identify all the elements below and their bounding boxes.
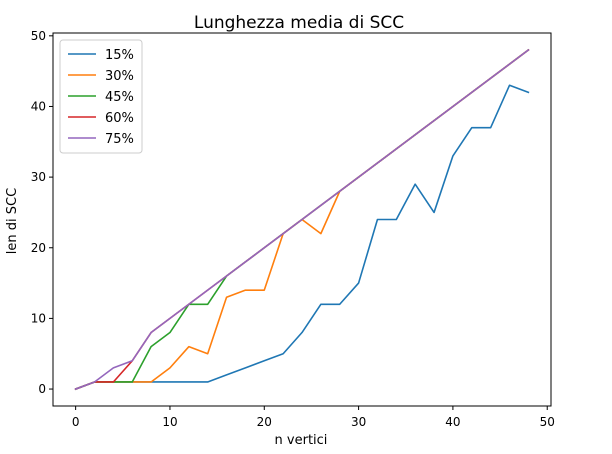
x-tick-label: 50	[540, 415, 555, 429]
y-tick-label: 0	[38, 382, 46, 396]
x-tick-label: 0	[72, 415, 80, 429]
y-tick-label: 40	[31, 99, 46, 113]
legend-label-2: 30%	[105, 69, 134, 84]
y-axis-label: len di SCC	[5, 188, 20, 254]
axes-frame	[52, 32, 552, 407]
x-tick-label: 40	[445, 415, 460, 429]
series-line-5	[74, 48, 530, 391]
x-tick-label: 20	[257, 415, 272, 429]
legend-label-5: 75%	[105, 132, 134, 147]
y-tick-label: 20	[31, 241, 46, 255]
x-tick-label: 30	[351, 415, 366, 429]
plot-area: 0 10 20 30 40 50 0 10 20 30 40 50	[31, 29, 555, 429]
legend: 15% 30% 45% 60% 75%	[59, 39, 143, 154]
y-tick-label: 10	[31, 311, 46, 325]
chart-title: Lunghezza media di SCC	[194, 13, 404, 33]
legend-label-4: 60%	[105, 111, 134, 126]
y-tick-label: 30	[31, 170, 46, 184]
legend-box	[59, 39, 143, 154]
x-tick-label: 10	[162, 415, 177, 429]
y-tick-label: 50	[31, 29, 46, 43]
legend-label-1: 15%	[105, 48, 134, 63]
legend-label-3: 45%	[105, 90, 134, 105]
x-axis-label: n vertici	[275, 433, 328, 448]
